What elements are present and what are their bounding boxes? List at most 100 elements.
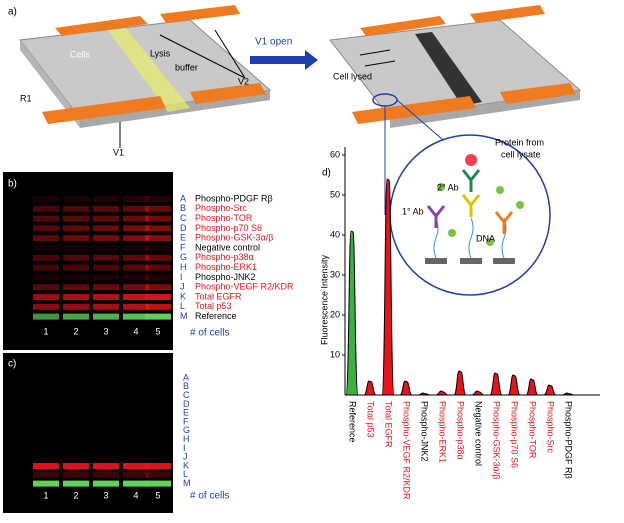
row-letter: D — [183, 399, 190, 409]
peak — [453, 370, 467, 396]
row-letter: M — [183, 478, 191, 488]
y-tick-label: 50 — [330, 189, 340, 199]
spot-band — [63, 471, 89, 478]
x-tick-label: Negative control — [474, 401, 484, 466]
label: Lysis — [150, 48, 171, 58]
peak — [381, 178, 395, 396]
spot-band — [33, 471, 59, 478]
spot-band — [33, 284, 59, 291]
row-letter: B — [183, 381, 189, 391]
spot-band — [63, 463, 89, 469]
axis-label: # of cells — [190, 491, 229, 502]
spot-band — [93, 274, 119, 281]
axis-label: # of cells — [190, 328, 229, 339]
x-tick-label: Phospho-p38α — [456, 401, 466, 460]
spot-band — [145, 303, 171, 310]
panel-label: b) — [8, 179, 17, 190]
panel-label: a) — [8, 7, 17, 18]
spot-band — [123, 284, 149, 291]
row-letter: C — [183, 390, 190, 400]
spot-band — [63, 245, 89, 251]
spot-band — [93, 245, 119, 251]
label: V1 open — [255, 37, 292, 48]
row-letter: L — [180, 301, 185, 311]
x-tick-label: Phospho-TOR — [528, 401, 538, 459]
spot-band — [123, 225, 149, 232]
label: Cells — [70, 49, 91, 59]
spot-band — [145, 196, 171, 202]
spot-band — [33, 196, 59, 202]
x-tick-label: Phospho-JNK2 — [420, 401, 430, 462]
spot-band — [33, 303, 59, 310]
spot-band — [63, 480, 89, 487]
spot-band — [145, 254, 171, 261]
spot-band — [123, 205, 149, 212]
x-tick-label: Phospho-p70 S6 — [510, 401, 520, 468]
peak — [561, 392, 575, 396]
spot-band — [33, 245, 59, 251]
spot-band — [123, 463, 149, 469]
x-tick-label: Reference — [348, 401, 358, 443]
device-right — [329, 5, 582, 221]
row-letter: A — [183, 372, 189, 382]
array-image — [3, 172, 173, 350]
spot-band — [145, 215, 171, 222]
spot-band — [33, 254, 59, 261]
row-name: Phospho-JNK2 — [195, 272, 256, 282]
spot-band — [33, 274, 59, 281]
spot-band — [33, 225, 59, 232]
column-label: 1 — [43, 326, 48, 336]
peak — [507, 374, 521, 396]
row-name: Total p53 — [195, 301, 232, 311]
spot-band — [33, 235, 59, 242]
spot-band — [145, 463, 171, 469]
row-name: Phospho-TOR — [195, 213, 253, 223]
column-label: 2 — [73, 490, 78, 500]
spot-band — [93, 264, 119, 271]
spot-band — [123, 303, 149, 310]
spot-band — [63, 264, 89, 271]
row-name: Phospho-GSK-3α/β — [195, 233, 273, 243]
x-tick-label: Phospho-PDGF Rβ — [564, 401, 574, 479]
row-letter: K — [183, 460, 189, 470]
row-name: Phospho-VEGF R2/KDR — [195, 282, 294, 292]
spot-band — [63, 215, 89, 222]
spot-band — [123, 294, 149, 300]
peak — [489, 372, 503, 396]
spot-band — [123, 471, 149, 478]
spot-band — [145, 245, 171, 251]
spot-band — [123, 274, 149, 281]
row-letter: A — [180, 193, 186, 203]
spot-band — [145, 274, 171, 281]
column-label: 3 — [103, 326, 108, 336]
spot-band — [33, 313, 59, 320]
spot-band — [123, 480, 149, 487]
peak — [345, 230, 359, 396]
row-letter: C — [180, 213, 187, 223]
spot-band — [145, 480, 171, 487]
peak — [543, 384, 557, 396]
spot-band — [63, 274, 89, 281]
spot-band — [93, 284, 119, 291]
row-name: Negative control — [195, 242, 260, 252]
row-letter: H — [183, 434, 190, 444]
row-letter: M — [180, 311, 188, 321]
spot-band — [123, 313, 149, 320]
row-letter: I — [183, 443, 186, 453]
row-letter: F — [180, 242, 186, 252]
spot-band — [145, 284, 171, 291]
label: Protein from — [495, 137, 544, 147]
spot-band — [93, 463, 119, 469]
x-tick-label: Phospho-ERK1 — [438, 401, 448, 463]
row-name: Phospho-p38α — [195, 252, 254, 262]
row-letter: J — [180, 282, 185, 292]
x-tick-label: Phospho-VEGF R2/KDR — [402, 401, 412, 500]
spot-band — [93, 313, 119, 320]
label: V2 — [238, 76, 249, 86]
spot-band — [123, 254, 149, 261]
spot-band — [145, 205, 171, 212]
spot-band — [93, 196, 119, 202]
row-name: Reference — [195, 311, 237, 321]
column-label: 4 — [133, 490, 138, 500]
spot-band — [93, 254, 119, 261]
